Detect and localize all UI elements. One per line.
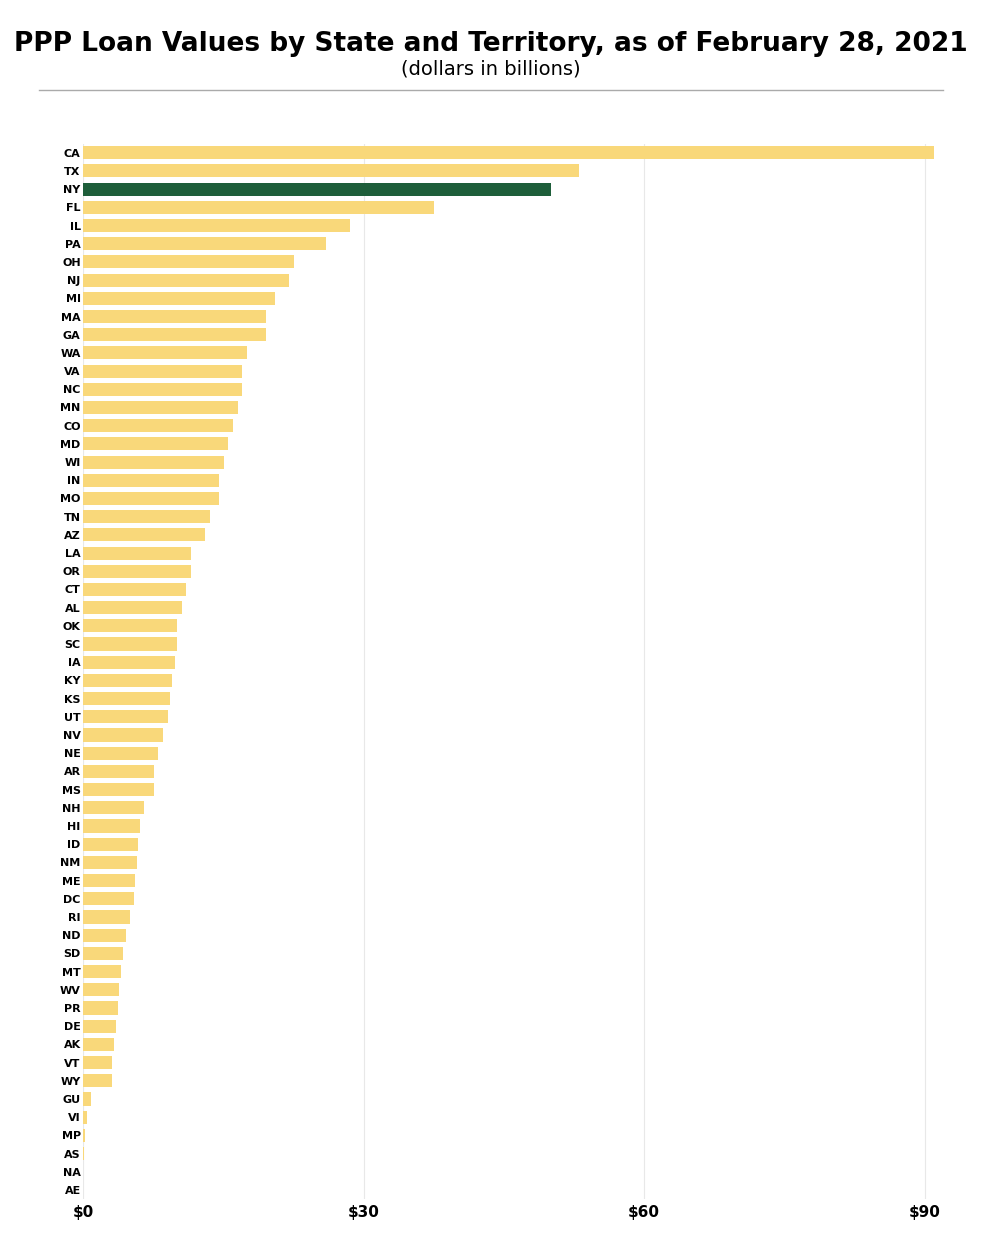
Bar [83,146,934,160]
Bar [83,692,171,706]
Bar [83,911,131,923]
Bar [83,1019,116,1033]
Bar [83,1038,114,1050]
Bar [83,764,153,778]
Bar [83,528,205,541]
Bar [83,838,137,851]
Bar [83,728,163,742]
Bar [83,892,134,906]
Bar [83,237,326,250]
Bar [83,802,144,814]
Bar [83,165,578,177]
Bar [83,656,175,668]
Bar [83,492,219,505]
Bar [83,565,191,578]
Bar [83,328,266,341]
Text: (dollars in billions): (dollars in billions) [402,60,580,79]
Bar [83,856,136,869]
Bar [83,547,191,560]
Bar [83,182,551,196]
Bar [83,1093,91,1105]
Bar [83,947,123,960]
Bar [83,456,224,468]
Text: PPP Loan Values by State and Territory, as of February 28, 2021: PPP Loan Values by State and Territory, … [14,31,968,57]
Bar [83,711,168,723]
Bar [83,620,177,632]
Bar [83,637,177,651]
Bar [83,747,158,759]
Bar [83,437,228,451]
Bar [83,965,121,978]
Bar [83,929,126,942]
Bar [83,473,219,487]
Bar [83,401,238,413]
Bar [83,365,243,377]
Bar [83,874,135,887]
Bar [83,1002,118,1014]
Bar [83,1129,85,1142]
Bar [83,274,289,287]
Bar [83,292,275,305]
Bar [83,601,182,615]
Bar [83,583,187,596]
Bar [83,1110,87,1124]
Bar [83,255,294,269]
Bar [83,819,139,833]
Bar [83,1055,112,1069]
Bar [83,382,243,396]
Bar [83,510,209,523]
Bar [83,1074,112,1088]
Bar [83,420,233,432]
Bar [83,346,247,360]
Bar [83,674,172,687]
Bar [83,310,266,323]
Bar [83,983,119,997]
Bar [83,201,434,214]
Bar [83,783,153,796]
Bar [83,219,350,232]
